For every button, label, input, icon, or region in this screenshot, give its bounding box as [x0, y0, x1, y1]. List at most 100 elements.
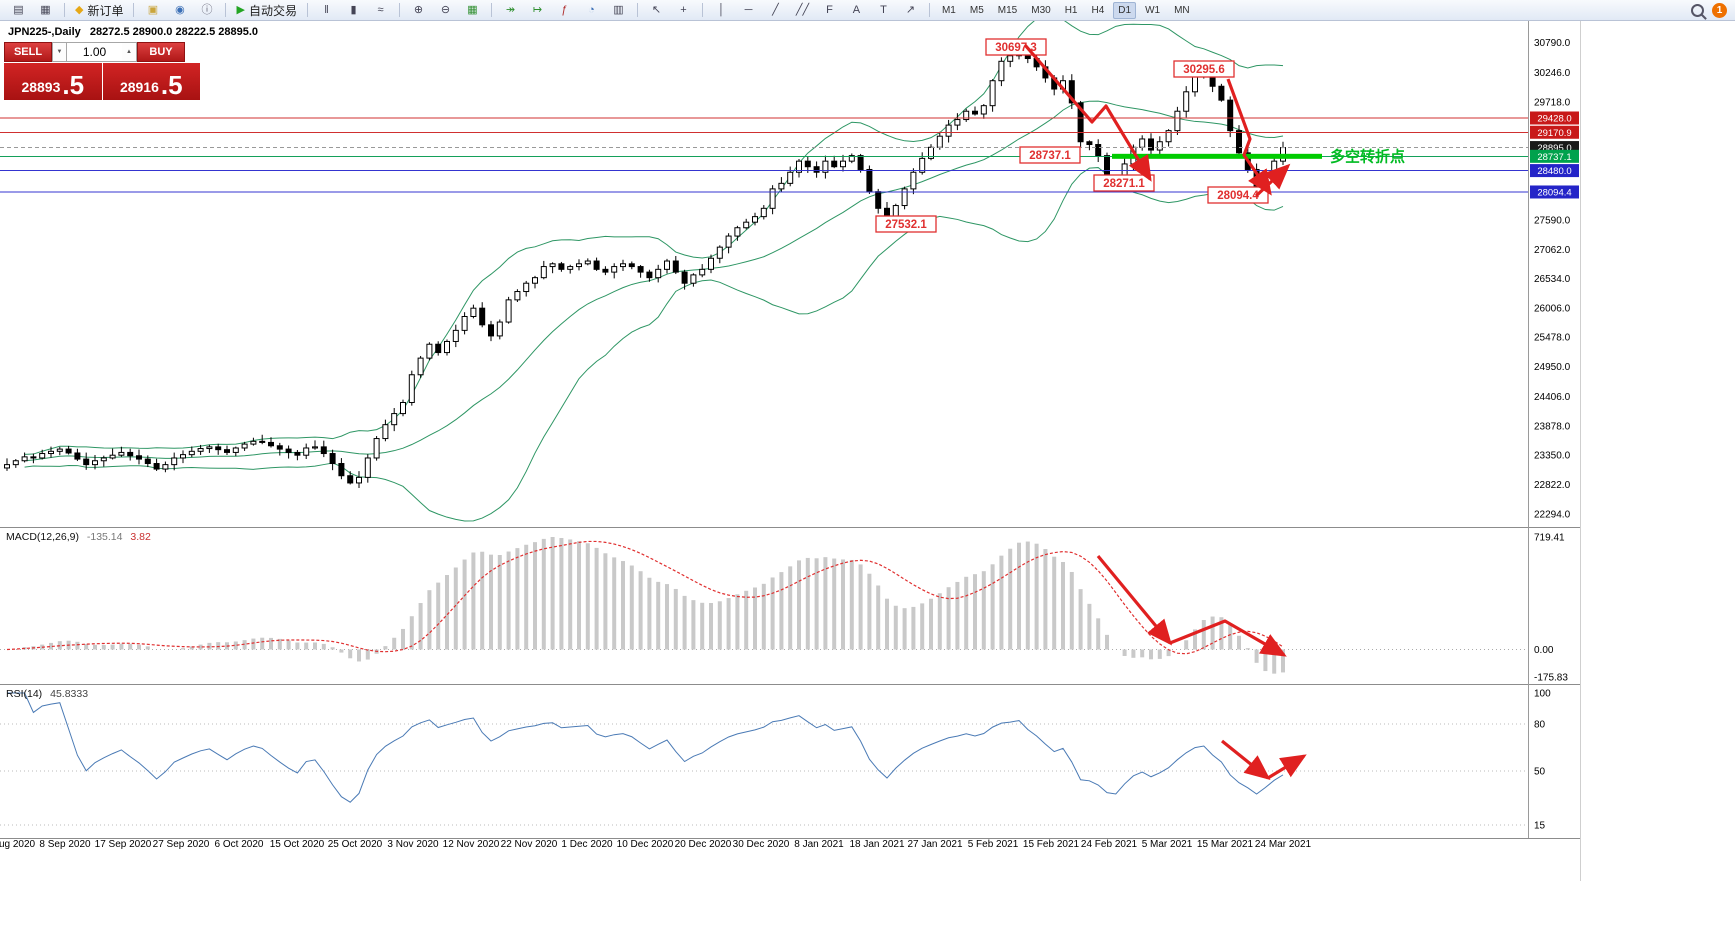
price-axis-tick: 27590.0 [1534, 215, 1571, 226]
price-axis-label-28480.0: 28480.0 [1530, 164, 1579, 178]
svg-text:28737.1: 28737.1 [1029, 150, 1071, 162]
text-icon[interactable]: A [844, 1, 869, 20]
rsi-decline-arrow[interactable] [1220, 739, 1271, 781]
turning-point-line[interactable]: 多空转折点 [1112, 147, 1405, 165]
bar-chart-glyph: ‖ [324, 3, 329, 16]
crosshair-icon[interactable]: + [671, 1, 696, 20]
one-click-trading-panel: SELL ▼ ▲ BUY 28893 .5 28916 .5 [4, 42, 200, 100]
date-label: 20 Dec 2020 [675, 839, 732, 850]
toolbar-separator [636, 3, 638, 17]
community-icon[interactable]: ◉ [167, 1, 192, 20]
horizontal-line-icon[interactable]: ─ [736, 1, 761, 20]
buy-price-pips: .5 [160, 69, 183, 100]
new-chart-icon[interactable]: ▤ [6, 1, 31, 20]
timeframe-m5[interactable]: M5 [969, 4, 984, 16]
notification-badge[interactable]: 1 [1712, 2, 1727, 18]
volume-input[interactable] [67, 42, 122, 62]
date-label: 18 Jan 2021 [849, 839, 904, 850]
new-chart-glyph: ▤ [13, 3, 24, 16]
rebound-arrow[interactable] [1254, 163, 1291, 198]
chart-window[interactable]: 多空转折点 719.41 0.00 -175.83 100 80 50 15 30790.0 30… [0, 21, 1735, 945]
auto-scroll-icon[interactable]: ↠ [498, 1, 523, 20]
date-label: 6 Oct 2020 [215, 839, 264, 850]
buy-button[interactable]: BUY [137, 42, 185, 62]
chart-symbol-ohlc: JPN225-,Daily 28272.5 28900.0 28222.5 28… [8, 26, 258, 38]
annotation-28737.1[interactable]: 28737.1 [1019, 146, 1081, 164]
annotation-27532.1[interactable]: 27532.1 [875, 215, 937, 233]
decline-arrow-2[interactable] [1226, 78, 1272, 196]
bollinger-bands [24, 21, 1284, 522]
templates-icon[interactable]: ▥ [606, 1, 631, 20]
annotation-30697.3[interactable]: 30697.3 [985, 38, 1047, 56]
trendline-icon[interactable]: ╱ [763, 1, 788, 20]
zoom-in-icon[interactable]: ⊕ [406, 1, 431, 20]
price-axis-tick: 29718.0 [1534, 97, 1571, 108]
sell-button[interactable]: SELL [4, 42, 52, 62]
period-glyph: ◔ [588, 3, 595, 16]
symbol-ohlc-values: 28272.5 28900.0 28222.5 28895.0 [89, 26, 259, 38]
candlestick-icon[interactable]: ▮ [341, 1, 366, 20]
new-order-button[interactable]: ◆ 新订单 [71, 1, 127, 20]
period-icon[interactable]: ◔ [579, 1, 604, 20]
buy-price-panel[interactable]: 28916 .5 [102, 63, 200, 100]
price-axis-tick: 24950.0 [1534, 362, 1571, 373]
date-label: 27 Jan 2021 [907, 839, 962, 850]
timeframe-m15[interactable]: M15 [997, 4, 1018, 16]
fibonacci-glyph: F [826, 3, 833, 16]
tile-windows-icon[interactable]: ▦ [460, 1, 485, 20]
arrows-tool-icon[interactable]: ↗ [898, 1, 923, 20]
label-icon[interactable]: T [871, 1, 896, 20]
chart-shift-icon[interactable]: ↦ [525, 1, 550, 20]
crosshair-glyph: + [680, 3, 687, 16]
chart-canvas[interactable]: 多空转折点 719.41 0.00 -175.83 100 80 50 15 30790.0 30… [0, 21, 1735, 945]
bar-chart-icon[interactable]: ‖ [314, 1, 339, 20]
cursor-icon[interactable]: ↖ [644, 1, 669, 20]
help-icon[interactable]: ⓘ [194, 1, 219, 20]
timeframe-h4[interactable]: H4 [1091, 4, 1105, 16]
volume-decrease-button[interactable]: ▼ [52, 42, 67, 62]
rsi-axis-tick: 80 [1534, 720, 1546, 731]
timeframe-w1[interactable]: W1 [1145, 4, 1161, 16]
price-axis-label-28737.1: 28737.1 [1530, 149, 1579, 163]
indicators-glyph: ƒ [561, 3, 568, 16]
toolbar-separator [490, 3, 492, 17]
auto-scroll-glyph: ↠ [505, 3, 516, 16]
vertical-line-icon[interactable]: │ [709, 1, 734, 20]
macd-histogram [22, 537, 1285, 674]
date-label: 5 Feb 2021 [968, 839, 1019, 850]
line-chart-icon[interactable]: ≈ [368, 1, 393, 20]
svg-text:29428.0: 29428.0 [1537, 113, 1571, 124]
symbol-name: JPN225-,Daily [8, 26, 81, 38]
indicators-icon[interactable]: ƒ [552, 1, 577, 20]
zoom-out-icon[interactable]: ⊖ [433, 1, 458, 20]
rsi-value: 45.8333 [50, 688, 89, 700]
volume-increase-button[interactable]: ▲ [122, 42, 137, 62]
timeframe-h1[interactable]: H1 [1064, 4, 1078, 16]
annotation-28271.1[interactable]: 28271.1 [1093, 174, 1155, 192]
timeframe-m1[interactable]: M1 [941, 4, 956, 16]
macd-decline-arrow[interactable] [1096, 554, 1173, 646]
date-label: 15 Mar 2021 [1197, 839, 1254, 850]
fibonacci-icon[interactable]: F [817, 1, 842, 20]
sell-price-panel[interactable]: 28893 .5 [4, 63, 102, 100]
new-order-button-label: 新订单 [87, 3, 124, 18]
date-label: 1 Dec 2020 [561, 839, 613, 850]
timeframe-m30[interactable]: M30 [1031, 4, 1051, 16]
rsi-axis-tick: 50 [1534, 766, 1546, 777]
search-icon[interactable] [1691, 3, 1704, 17]
date-label: 8 Jan 2021 [794, 839, 844, 850]
decline-arrow-1[interactable] [1023, 43, 1152, 182]
date-label: 5 Mar 2021 [1142, 839, 1193, 850]
autotrade-button[interactable]: ▶ 自动交易 [232, 1, 300, 20]
macd-value-main: -135.14 [86, 531, 123, 543]
timeframe-d1[interactable]: D1 [1113, 1, 1137, 19]
annotation-30295.6[interactable]: 30295.6 [1173, 60, 1235, 78]
macd-axis-tick: -175.83 [1534, 673, 1568, 684]
market-watch-icon[interactable]: ▣ [140, 1, 165, 20]
channel-icon[interactable]: ╱╱ [790, 1, 815, 20]
macd-indicator-label: MACD(12,26,9) -135.14 3.82 [6, 531, 151, 543]
macd-zigzag-arrow[interactable] [1169, 619, 1287, 657]
rsi-rebound-arrow[interactable] [1267, 754, 1307, 780]
profiles-icon[interactable]: ▦ [33, 1, 58, 20]
timeframe-mn[interactable]: MN [1174, 4, 1190, 16]
